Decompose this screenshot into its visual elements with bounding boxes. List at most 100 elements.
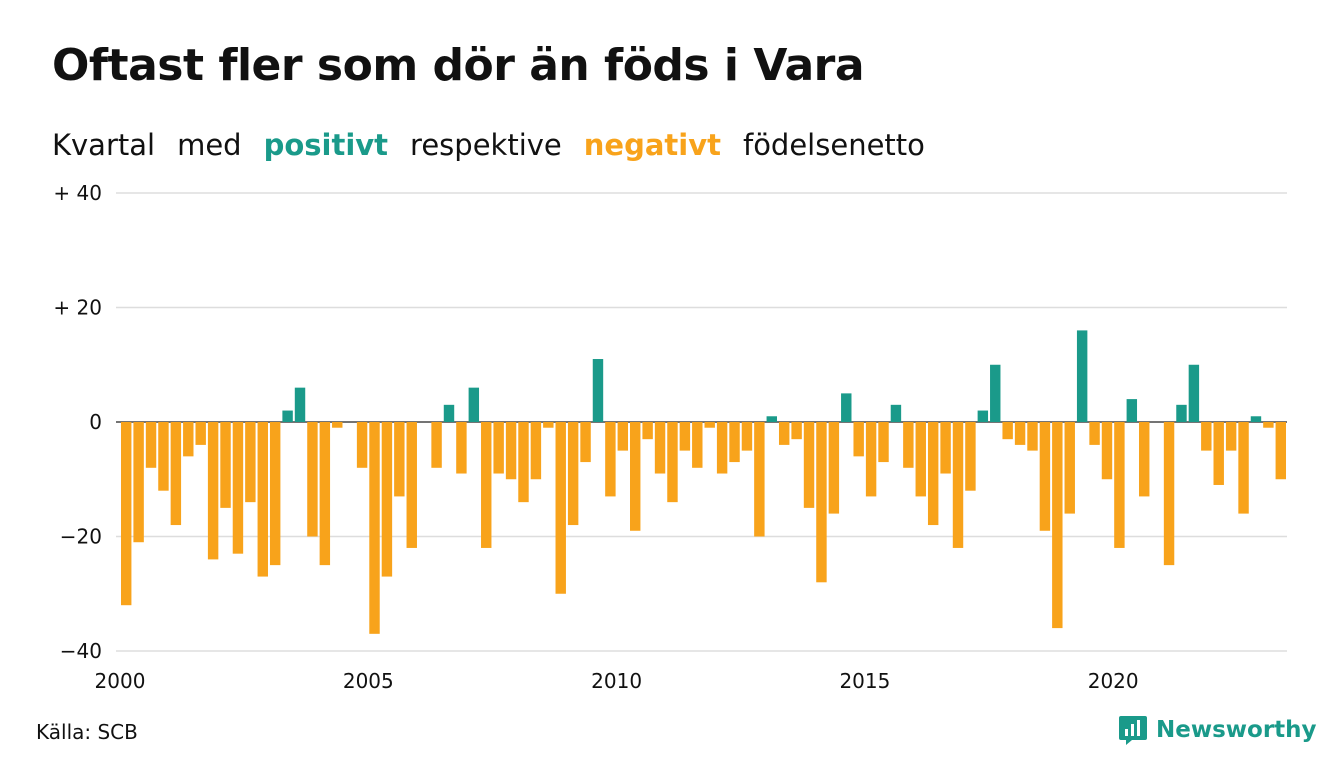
undefined [841, 393, 852, 422]
undefined [741, 422, 753, 451]
undefined [356, 422, 368, 468]
undefined [394, 422, 405, 497]
undefined [245, 422, 256, 503]
undefined [1089, 422, 1100, 445]
undefined [319, 422, 331, 566]
source-note: Källa: SCB [36, 720, 138, 744]
undefined [1101, 422, 1113, 480]
undefined [1126, 399, 1138, 422]
undefined [865, 422, 877, 497]
undefined [158, 422, 169, 491]
brand-logo: Newsworthy [1118, 714, 1317, 746]
x-tick-label: 2020 [1088, 669, 1139, 693]
undefined [1176, 404, 1187, 422]
undefined [232, 422, 244, 554]
undefined [518, 422, 529, 503]
undefined [716, 422, 728, 474]
undefined [878, 422, 889, 463]
y-tick-label: −20 [60, 525, 102, 549]
chart-title: Oftast fler som dör än föds i Vara [52, 40, 865, 91]
undefined [332, 422, 343, 428]
undefined [183, 422, 194, 457]
undefined [207, 422, 219, 560]
undefined [754, 422, 765, 537]
newsworthy-icon [1119, 716, 1147, 745]
x-tick-label: 2000 [95, 669, 146, 693]
undefined [443, 404, 455, 422]
undefined [952, 422, 964, 548]
undefined [220, 422, 231, 508]
undefined [1238, 422, 1249, 514]
undefined [505, 422, 517, 480]
y-tick-label: −40 [60, 639, 102, 663]
undefined [1064, 422, 1075, 514]
undefined [580, 422, 591, 463]
undefined [903, 422, 914, 468]
undefined [1002, 422, 1013, 440]
undefined [816, 422, 827, 583]
undefined [1213, 422, 1224, 485]
undefined [381, 422, 393, 577]
x-tick-label: 2015 [839, 669, 890, 693]
undefined [803, 422, 815, 508]
chart-subtitle: Kvartal med positivt respektive negativt föde… [52, 128, 947, 162]
undefined [1052, 422, 1063, 629]
undefined [890, 404, 902, 422]
subtitle-negative-label: negativt [583, 128, 721, 162]
y-tick-label: + 20 [53, 296, 102, 320]
undefined [195, 422, 206, 445]
undefined [853, 422, 864, 457]
undefined [1163, 422, 1175, 566]
brand-name: Newsworthy [1156, 717, 1317, 743]
subtitle-word: födelsenetto [742, 128, 925, 162]
undefined [1114, 422, 1125, 548]
undefined [294, 387, 306, 422]
undefined [1014, 422, 1026, 445]
undefined [567, 422, 579, 526]
undefined [307, 422, 318, 537]
undefined [481, 422, 492, 548]
undefined [642, 422, 653, 440]
y-tick-label: 0 [89, 410, 102, 434]
undefined [927, 422, 939, 526]
undefined [530, 422, 542, 480]
undefined [1263, 422, 1274, 428]
undefined [133, 422, 144, 543]
undefined [406, 422, 417, 548]
undefined [257, 422, 268, 577]
undefined [120, 422, 132, 606]
undefined [729, 422, 740, 463]
undefined [940, 422, 951, 474]
undefined [282, 410, 293, 422]
undefined [766, 416, 777, 422]
undefined [965, 422, 976, 491]
x-tick-label: 2010 [591, 669, 642, 693]
undefined [431, 422, 442, 468]
undefined [679, 422, 691, 451]
undefined [493, 422, 504, 474]
undefined [692, 422, 703, 468]
undefined [170, 422, 182, 526]
undefined [1250, 416, 1262, 422]
undefined [1076, 330, 1088, 422]
subtitle-word: Kvartal [52, 128, 156, 162]
undefined [592, 359, 604, 422]
undefined [369, 422, 380, 634]
undefined [145, 422, 157, 468]
undefined [605, 422, 616, 497]
subtitle-word: med [177, 128, 242, 162]
undefined [555, 422, 566, 594]
undefined [704, 422, 715, 428]
undefined [630, 422, 641, 531]
y-tick-label: + 40 [53, 181, 102, 205]
undefined [1039, 422, 1051, 531]
undefined [778, 422, 790, 445]
undefined [456, 422, 467, 474]
subtitle-positive-label: positivt [263, 128, 389, 162]
subtitle-word: respektive [410, 128, 562, 162]
undefined [791, 422, 802, 440]
undefined [1139, 422, 1150, 497]
undefined [269, 422, 281, 566]
undefined [1225, 422, 1237, 451]
undefined [1275, 422, 1287, 480]
